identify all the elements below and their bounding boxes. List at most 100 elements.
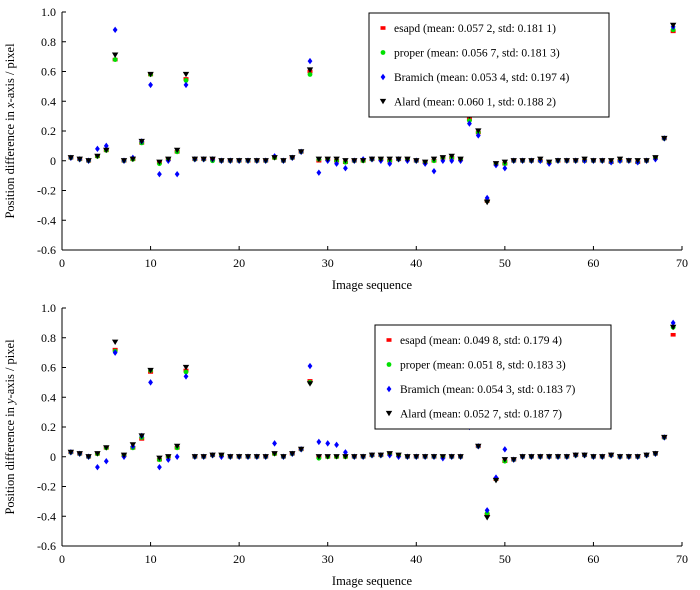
data-point [103,142,109,150]
y-tick-label: 0 [50,154,56,168]
legend-marker [380,50,386,55]
x-tick-label: 10 [145,552,157,566]
data-point [599,158,606,164]
data-point [572,452,579,459]
y-axis-label: Position difference in x-axis / pixel [3,43,17,219]
data-point [182,71,190,78]
data-point [289,451,296,457]
data-point [280,454,287,460]
data-point [643,452,650,459]
data-point [448,454,455,460]
y-tick-label: -0.6 [37,243,56,257]
x-tick-label: 70 [676,256,688,270]
data-point [343,164,348,172]
y-tick-label: 1.0 [41,301,56,315]
data-point [253,454,261,460]
data-point [67,449,75,456]
data-point [483,199,491,206]
data-point [148,81,153,89]
data-point [528,454,535,460]
data-point [554,454,562,460]
x-tick-label: 30 [322,256,334,270]
data-point [200,454,207,460]
data-point [413,454,420,460]
data-point [670,319,676,327]
data-point [475,132,481,139]
data-point [157,463,162,471]
y-tick-label: -0.2 [37,480,56,494]
data-point [227,454,234,460]
y-tick-label: 0.6 [41,65,56,79]
data-point [280,158,287,164]
x-tick-label: 40 [410,256,422,270]
x-tick-label: 0 [59,256,65,270]
data-point [502,446,508,453]
data-point [244,158,252,164]
data-point [183,373,189,380]
legend-marker [385,410,393,417]
legend-label: Bramich (mean: 0.054 3, std: 0.183 7) [400,384,576,396]
data-point [191,454,199,460]
data-point [103,458,109,465]
data-point [262,158,269,164]
data-point [334,441,339,449]
data-point [200,156,207,163]
x-tick-label: 20 [233,552,245,566]
y-tick-label: 0.6 [41,361,56,375]
legend-label: Alard (mean: 0.052 7, std: 0.187 7) [400,409,562,421]
data-point [359,454,367,460]
data-point [449,157,455,164]
data-point [173,443,181,450]
data-point [147,71,154,78]
legend-marker [386,385,392,393]
data-point [581,452,588,459]
data-point [103,445,110,451]
data-point [147,367,154,374]
chart-1: 0 10 20 30 40 50 60 70 -0.6 -0.4 -0.2 0 0.2 0.4 0.6 0.8… [3,5,688,292]
y-tick-label: 0 [50,450,56,464]
data-point [519,158,526,164]
data-point [244,454,252,460]
data-point [342,454,349,460]
data-point [359,158,367,164]
data-point [537,156,544,163]
y-tick-label: 0.2 [41,420,56,434]
legend-marker [386,362,392,367]
data-point [183,78,189,83]
data-point [271,451,278,457]
data-point [404,156,411,163]
data-point [545,454,553,460]
data-point [307,57,313,65]
data-point [377,452,385,459]
data-point [262,454,269,460]
data-point [484,194,490,202]
data-point [334,160,339,167]
data-point [661,135,668,142]
data-point [563,158,571,164]
data-point [448,153,455,160]
y-tick-label: 0.8 [41,331,56,345]
data-point [120,452,128,459]
data-point [289,155,296,161]
legend-box [374,324,612,430]
x-tick-label: 60 [587,256,599,270]
y-tick-label: 0.4 [41,390,56,404]
y-axis-label-part: -axis / pixel [3,43,17,103]
y-tick-label: -0.2 [37,184,56,198]
data-point [625,158,633,164]
data-point [307,72,313,77]
data-point [421,454,429,460]
data-point [572,158,579,164]
data-point [218,452,225,459]
data-point [413,158,420,164]
data-point [493,474,499,481]
data-point [368,156,376,163]
data-point [95,145,100,153]
data-point [272,440,277,447]
x-tick-label: 0 [59,552,65,566]
data-point [112,26,118,34]
x-tick-label: 10 [145,256,157,270]
data-point [537,454,544,460]
data-point [316,169,322,176]
data-point [625,454,633,460]
